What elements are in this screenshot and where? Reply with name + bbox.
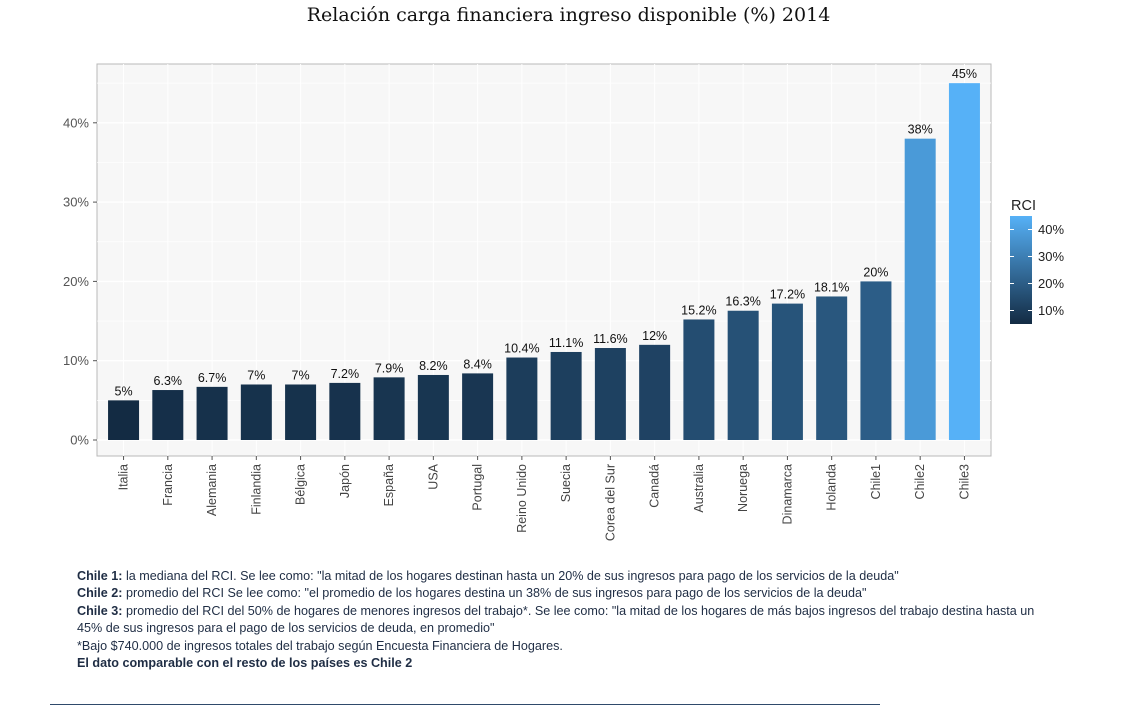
bar (639, 344, 671, 440)
footnote-key: El dato comparable con el resto de los p… (77, 656, 413, 671)
legend-label: 10% (1038, 303, 1064, 318)
bar-value-label: 10.4% (504, 342, 539, 356)
x-tick-label: Japón (338, 464, 352, 498)
bar (462, 373, 494, 440)
bar (196, 386, 228, 440)
footnote-text: promedio del RCI del 50% de hogares de m… (77, 603, 1035, 636)
footnote-text: *Bajo $740.000 de ingresos totales del t… (77, 638, 563, 653)
bar (550, 351, 582, 440)
bar-value-label: 16.3% (725, 295, 760, 309)
footnote-line: *Bajo $740.000 de ingresos totales del t… (77, 638, 1037, 655)
bar (816, 296, 848, 440)
y-axis: 0% 10% 20% 30% 40% (63, 115, 97, 448)
bar-value-label: 20% (863, 265, 888, 279)
bar-value-label: 17.2% (770, 288, 805, 302)
bars (108, 83, 980, 441)
legend-label: 40% (1038, 222, 1064, 237)
bar-value-label: 7.2% (331, 367, 360, 381)
legend-label: 20% (1038, 276, 1064, 291)
bar (417, 374, 449, 440)
y-tick-label: 20% (63, 274, 89, 289)
bottom-divider (50, 704, 880, 705)
bar (373, 377, 405, 440)
bar (108, 400, 140, 440)
x-axis: Italia Francia Alemania Finlandia Bélgica Jap… (117, 456, 971, 541)
bar-value-label: 7% (247, 368, 265, 382)
y-tick-label: 0% (70, 433, 89, 448)
footnote-text: promedio del RCI Se lee como: "el promed… (122, 586, 867, 601)
footnote-line: El dato comparable con el resto de los p… (77, 655, 1037, 672)
x-tick-label: Holanda (825, 464, 839, 511)
legend-colorbar (1010, 216, 1032, 324)
chart-title: Relación carga financiera ingreso dispon… (306, 4, 831, 26)
x-tick-label: Bélgica (294, 464, 308, 505)
bar (240, 384, 272, 440)
bar (594, 348, 626, 440)
footnote-line: Chile 3: promedio del RCI del 50% de hog… (77, 603, 1037, 638)
x-tick-label: Italia (117, 464, 131, 490)
x-tick-label: Alemania (205, 464, 219, 516)
bar-value-label: 8.2% (419, 359, 448, 373)
bar (771, 303, 803, 440)
y-tick-label: 30% (63, 195, 89, 210)
x-tick-label: Australia (692, 464, 706, 513)
x-tick-label: Finlandia (249, 464, 263, 515)
x-tick-label: España (382, 464, 396, 506)
bar (948, 83, 980, 441)
x-tick-label: USA (426, 463, 440, 489)
x-tick-label: Chile1 (869, 464, 883, 499)
bar (285, 384, 317, 440)
x-tick-label: Portugal (471, 464, 485, 511)
x-tick-label: Dinamarca (780, 464, 794, 524)
footnote-key: Chile 1: (77, 569, 123, 583)
legend-title: RCI (1011, 198, 1036, 214)
bar-value-label: 6.3% (154, 374, 183, 388)
x-tick-label: Suecia (559, 464, 573, 502)
bar-value-label: 7% (292, 368, 310, 382)
bar-value-label: 11.6% (593, 332, 628, 346)
bar-value-label: 6.7% (198, 371, 227, 385)
x-tick-label: Chile2 (913, 464, 927, 499)
bar (860, 281, 892, 440)
bar-value-label: 15.2% (681, 303, 716, 317)
y-tick-label: 40% (63, 115, 89, 130)
bar (683, 319, 715, 440)
footnote-key: Chile 2: (77, 586, 123, 601)
x-tick-label: Francia (161, 464, 175, 506)
footnote-key: Chile 3: (77, 603, 123, 618)
bar-value-label: 38% (908, 123, 933, 137)
x-tick-label: Canadá (648, 464, 662, 508)
bar-value-labels: 5% 6.3% 6.7% 7% 7% 7.2% 7.9% 8.2% 8.4% 10.4% 11.1%… (115, 67, 977, 398)
x-tick-label: Chile3 (957, 464, 971, 499)
footnote-line: Chile 2: promedio del RCI Se lee como: "… (77, 585, 1037, 602)
legend-label: 30% (1038, 249, 1064, 264)
bar-value-label: 5% (115, 384, 133, 398)
bar (329, 382, 361, 440)
bar-value-label: 11.1% (549, 336, 584, 350)
bar (904, 138, 936, 440)
bar-value-label: 8.4% (463, 357, 492, 371)
bar-value-label: 45% (952, 67, 977, 81)
x-tick-label: Corea del Sur (603, 464, 617, 541)
y-tick-label: 10% (63, 353, 89, 368)
bar-value-label: 12% (642, 329, 667, 343)
x-tick-label: Noruega (736, 464, 750, 512)
footnotes: Chile 1: la mediana del RCI. Se lee como… (77, 568, 1037, 672)
bar (727, 310, 759, 440)
bar (152, 390, 184, 440)
bar-value-label: 18.1% (814, 280, 849, 294)
footnote-line: Chile 1: la mediana del RCI. Se lee como… (77, 568, 1037, 585)
x-tick-label: Reino Unido (515, 464, 529, 533)
bar (506, 357, 538, 440)
footnote-text: la mediana del RCI. Se lee como: "la mit… (122, 569, 899, 583)
bar-value-label: 7.9% (375, 361, 404, 375)
